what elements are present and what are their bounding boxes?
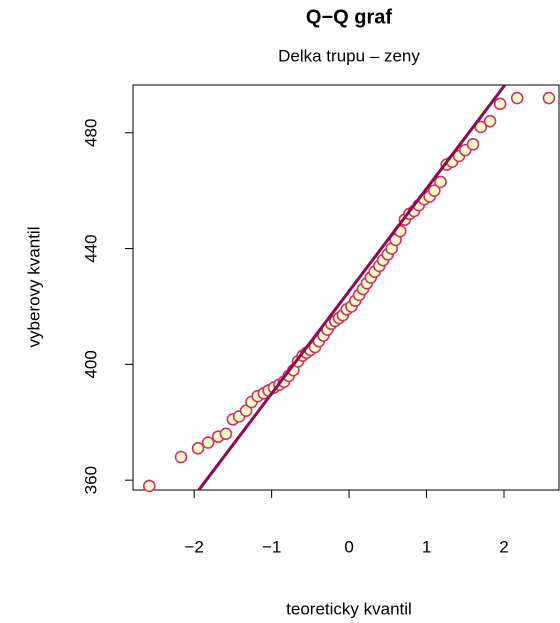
chart-subtitle: Delka trupu – zeny bbox=[278, 46, 420, 65]
point bbox=[483, 114, 497, 128]
y-tick-label: 480 bbox=[81, 119, 100, 147]
x-tick-label: 1 bbox=[422, 537, 431, 556]
point bbox=[493, 97, 507, 111]
point bbox=[542, 91, 556, 105]
point bbox=[191, 442, 205, 455]
point bbox=[466, 138, 480, 151]
x-tick-label: −2 bbox=[184, 537, 203, 556]
point bbox=[219, 427, 233, 441]
point bbox=[427, 184, 441, 197]
x-tick-label: 0 bbox=[344, 537, 353, 556]
y-tick-label: 360 bbox=[81, 466, 100, 494]
y-tick-label: 400 bbox=[81, 350, 100, 378]
x-tick-label: 2 bbox=[499, 537, 508, 556]
point bbox=[174, 450, 188, 464]
y-axis-label: vyberovy kvantil bbox=[24, 227, 43, 348]
point bbox=[474, 120, 488, 134]
point bbox=[142, 479, 156, 493]
reference-line bbox=[196, 85, 507, 490]
point bbox=[434, 175, 447, 189]
y-tick-label: 440 bbox=[81, 234, 100, 262]
x-tick-label: −1 bbox=[262, 537, 281, 556]
point bbox=[201, 436, 215, 449]
plot-frame bbox=[132, 84, 560, 491]
x-axis-label: teoreticky kvantil bbox=[286, 599, 412, 618]
point bbox=[510, 91, 524, 105]
chart-title: Q−Q graf bbox=[306, 6, 392, 28]
